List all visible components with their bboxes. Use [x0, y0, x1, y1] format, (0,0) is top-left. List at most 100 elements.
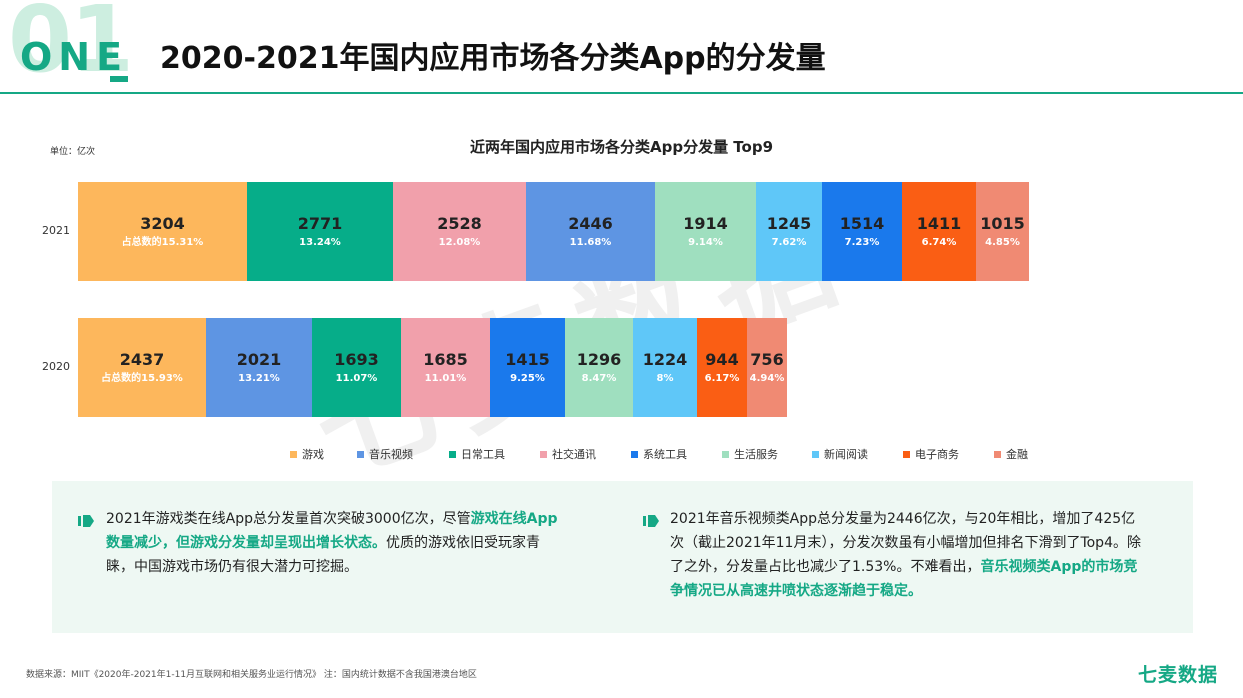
note-left-highlight: 游戏在线App数量减少，但游戏分发量却呈现出增长状态。 [106, 511, 558, 551]
legend-swatch [903, 450, 910, 458]
bar-percent-label: 占总数的15.31% [121, 236, 204, 248]
legend-item: 金融 [994, 446, 1028, 462]
bar-value-label: 756 [750, 349, 784, 369]
bar-percent-label: 6.74% [921, 236, 957, 248]
legend-swatch [631, 450, 638, 458]
bar-value-label: 1415 [505, 349, 550, 369]
bar-value-label: 2437 [119, 349, 165, 369]
y-axis-label-2021: 2021 [42, 224, 70, 237]
chart-legend: 游戏 音乐视频 日常工具 社交通讯 系统工具 生活服务 新闻阅读 电子商务 金融 [0, 446, 1243, 462]
bar-value-label: 1685 [423, 349, 468, 369]
bar-percent-label: 4.85% [985, 236, 1020, 248]
legend-label: 游戏 [302, 448, 324, 461]
bar-percent-label: 9.25% [510, 372, 545, 384]
bar-percent-label: 6.17% [704, 372, 740, 384]
bar-value-label: 1296 [576, 349, 622, 369]
legend-item: 日常工具 [449, 446, 505, 462]
legend-item: 电子商务 [903, 446, 959, 462]
bullet-arrow-icon [78, 513, 94, 527]
legend-label: 日常工具 [461, 448, 505, 461]
bar-percent-label: 13.21% [238, 372, 280, 384]
legend-label: 社交通讯 [552, 448, 596, 461]
bar-value-label: 2021 [236, 349, 282, 369]
bar-value-label: 944 [705, 349, 739, 369]
legend-label: 系统工具 [643, 448, 687, 461]
bar-segment-2020-7: 944 6.17% [697, 318, 747, 417]
bar-percent-label: 7.62% [771, 236, 807, 248]
data-source-footer: 数据来源：MIIT《2020年-2021年1-11月互联网和相关服务业运行情况》… [26, 670, 477, 680]
legend-label: 电子商务 [915, 448, 959, 461]
legend-item: 生活服务 [722, 446, 778, 462]
note-right: 2021年音乐视频类App总分发量为2446亿次，与20年相比，增加了425亿次… [670, 507, 1145, 603]
page-title: 2020-2021年国内应用市场各分类App的分发量 [160, 41, 826, 76]
bar-value-label: 2771 [297, 213, 343, 233]
legend-label: 新闻阅读 [824, 448, 868, 461]
bar-segment-2021-4: 1914 9.14% [655, 182, 756, 281]
bar-value-label: 2446 [568, 213, 613, 233]
bar-value-label: 3204 [140, 213, 185, 233]
legend-swatch [722, 450, 729, 458]
bar-percent-label: 12.08% [438, 236, 481, 248]
section-label: ONE [20, 35, 129, 79]
note-right-highlight: 音乐视频类App的市场竞争情况已从高速井喷状态逐渐趋于稳定。 [670, 559, 1138, 599]
note-left-text-2: 优质的游戏依旧受玩家青睐，中国游戏市场仍有很大潜力可挖掘。 [106, 535, 540, 575]
brand-logo-text: 七麦数据 [1138, 664, 1219, 686]
bar-segment-2021-0: 3204 占总数的15.31% [78, 182, 247, 281]
bar-segment-2021-8: 1015 4.85% [976, 182, 1029, 281]
bullet-arrow-icon [643, 513, 659, 527]
bar-segment-2020-3: 1685 11.01% [401, 318, 490, 417]
legend-item: 音乐视频 [357, 446, 413, 462]
legend-swatch [540, 450, 547, 458]
section-number-watermark: 01 [8, 0, 134, 93]
bar-segment-2021-5: 1245 7.62% [756, 182, 822, 281]
bar-percent-label: 11.01% [424, 372, 467, 384]
legend-swatch [449, 450, 456, 458]
bar-segment-2021-3: 2446 11.68% [526, 182, 655, 281]
bar-segment-2021-2: 2528 12.08% [393, 182, 526, 281]
bar-segment-2020-5: 1296 8.47% [565, 318, 633, 417]
bar-value-label: 2528 [437, 213, 482, 233]
bar-segment-2021-1: 2771 13.24% [247, 182, 393, 281]
bar-value-label: 1693 [334, 349, 379, 369]
bar-segment-2021-7: 1411 6.74% [902, 182, 976, 281]
legend-swatch [357, 450, 364, 458]
bar-value-label: 1411 [916, 213, 962, 233]
bar-segment-2021-6: 1514 7.23% [822, 182, 902, 281]
bar-value-label: 1245 [766, 213, 812, 233]
legend-swatch [994, 450, 1001, 458]
legend-label: 生活服务 [734, 448, 778, 461]
bar-value-label: 1514 [839, 213, 885, 233]
bar-percent-label: 7.23% [844, 236, 880, 248]
note-left: 2021年游戏类在线App总分发量首次突破3000亿次，尽管游戏在线App数量减… [106, 507, 566, 579]
bar-value-label: 1914 [683, 213, 728, 233]
section-label-underline [110, 76, 128, 82]
legend-label: 金融 [1006, 448, 1028, 461]
bar-segment-2020-1: 2021 13.21% [206, 318, 312, 417]
legend-item: 新闻阅读 [812, 446, 868, 462]
bar-percent-label: 8% [656, 372, 674, 384]
bar-percent-label: 13.24% [299, 236, 341, 248]
legend-swatch [812, 450, 819, 458]
header-divider [0, 92, 1243, 94]
y-axis-label-2020: 2020 [42, 360, 70, 373]
bar-percent-label: 11.07% [335, 372, 378, 384]
bar-percent-label: 11.68% [569, 236, 612, 248]
bar-percent-label: 8.47% [581, 372, 617, 384]
unit-label: 单位：亿次 [50, 147, 96, 157]
bar-percent-label: 9.14% [688, 236, 723, 248]
legend-item: 游戏 [290, 446, 324, 462]
bar-percent-label: 4.94% [749, 372, 785, 384]
note-left-text-1: 2021年游戏类在线App总分发量首次突破3000亿次，尽管 [106, 511, 471, 527]
bar-value-label: 1015 [980, 213, 1025, 233]
bar-percent-label: 占总数的15.93% [101, 372, 183, 384]
legend-swatch [290, 450, 297, 458]
note-right-text-1: 2021年音乐视频类App总分发量为2446亿次，与20年相比，增加了425亿次… [670, 511, 1141, 575]
legend-item: 系统工具 [631, 446, 687, 462]
bar-segment-2020-0: 2437 占总数的15.93% [78, 318, 206, 417]
bar-segment-2020-2: 1693 11.07% [312, 318, 401, 417]
legend-label: 音乐视频 [369, 448, 413, 461]
bar-segment-2020-6: 1224 8% [633, 318, 697, 417]
chart-title: 近两年国内应用市场各分类App分发量 Top9 [469, 138, 774, 156]
notes-panel: 2021年游戏类在线App总分发量首次突破3000亿次，尽管游戏在线App数量减… [52, 481, 1193, 633]
bar-value-label: 1224 [642, 349, 688, 369]
